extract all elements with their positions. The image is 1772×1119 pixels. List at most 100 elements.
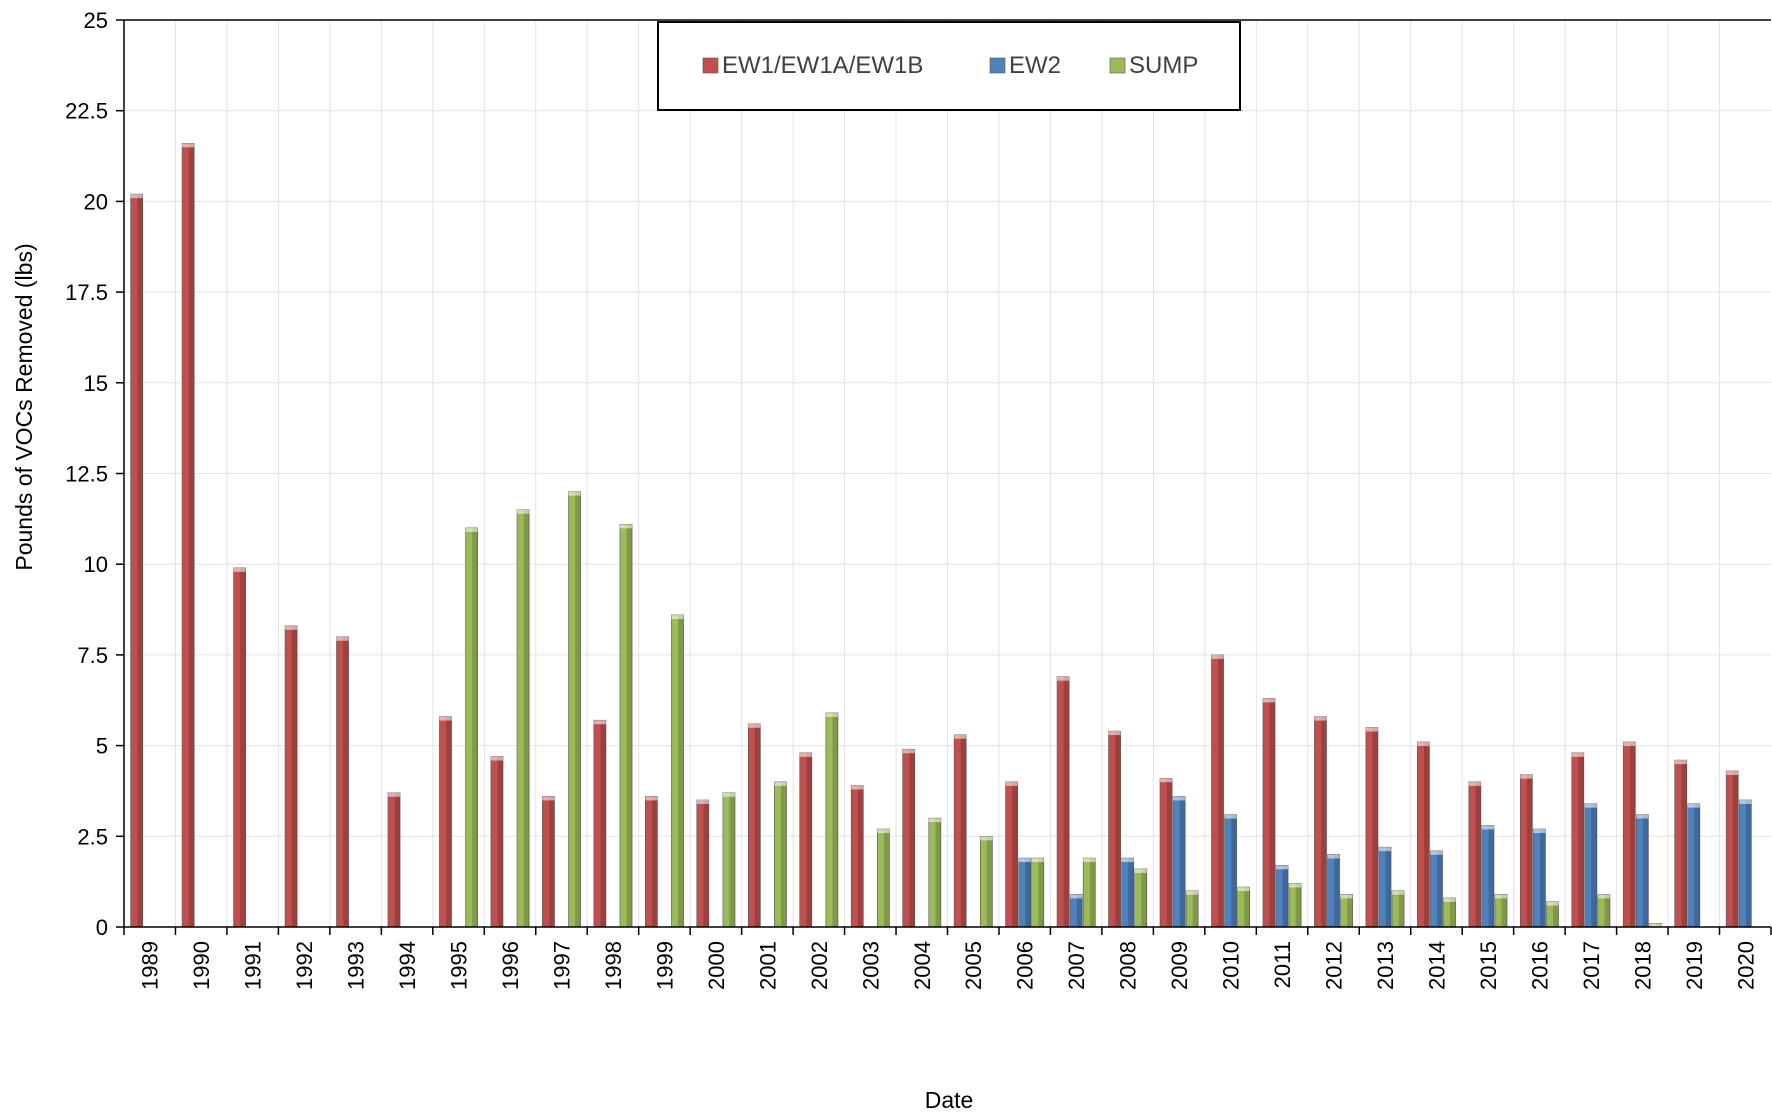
bar-ew1-ew1a-ew1b-1991 [233, 567, 246, 928]
bar-top-highlight [1468, 781, 1481, 786]
x-tick-label: 2018 [1630, 941, 1655, 990]
bar-shade [1244, 887, 1250, 927]
bar-top-highlight [1159, 778, 1173, 783]
bar-top-highlight [1597, 894, 1610, 899]
bar-shade [1553, 901, 1559, 927]
bar-shade [600, 720, 606, 927]
bar-top-highlight [1173, 796, 1186, 801]
bar-shade [523, 509, 530, 927]
legend-item-ew2: EW2 [989, 52, 1061, 79]
y-tick-label: 5 [96, 734, 108, 759]
bar-shade [1629, 741, 1636, 927]
bar-shade [1398, 890, 1405, 927]
bar-shade [1604, 894, 1610, 927]
bar-top-highlight [1211, 654, 1224, 659]
bar-top-highlight [490, 756, 504, 761]
bar-ew2-2020 [1738, 799, 1752, 928]
bar-top-highlight [619, 524, 633, 529]
bar-top-highlight [465, 527, 478, 532]
legend-box [657, 21, 1241, 111]
y-tick-label: 12.5 [65, 462, 108, 487]
x-tick-label: 1999 [652, 941, 677, 990]
x-tick-label: 2014 [1424, 941, 1449, 990]
x-tick-label: 2000 [704, 941, 729, 990]
bar-shade [626, 524, 633, 927]
bar-shade [1218, 654, 1224, 927]
bar-ew1-ew1a-ew1b-2002 [799, 752, 813, 928]
axes: 0 2.5 5 7.5 10 12.5 15 17.5 20 22.5 25 1989 1990 1991… [65, 8, 1772, 990]
bar-ew2-2008 [1121, 857, 1134, 928]
bar-shade [575, 491, 581, 927]
bar-ew2-2018 [1635, 814, 1649, 928]
bar-ew2-2012 [1327, 854, 1340, 928]
bar-top-highlight [1237, 887, 1250, 892]
bar-top-highlight [748, 723, 761, 728]
bar-top-highlight [1494, 894, 1508, 899]
x-tick-label: 2019 [1682, 941, 1707, 990]
y-axis-title: Pounds of VOCs Removed (lbs) [11, 243, 37, 570]
bar-sump-2017 [1597, 894, 1611, 928]
bar-ew2-2019 [1687, 803, 1701, 928]
bar-top-highlight [799, 752, 812, 757]
x-tick-label: 1998 [601, 941, 626, 990]
legend-item-sump: SUMP [1109, 52, 1198, 79]
bar-ew1-ew1a-ew1b-2019 [1674, 759, 1688, 928]
bar-shade [729, 792, 736, 927]
x-tick-label: 2011 [1270, 941, 1295, 988]
y-tick-label: 2.5 [77, 824, 108, 849]
bar-sump-2006 [1031, 857, 1045, 928]
bar-shade [960, 734, 967, 927]
x-tick-label: 2013 [1373, 941, 1398, 990]
x-tick-label: 1990 [189, 941, 214, 990]
bar-shade [754, 723, 761, 927]
x-tick-label: 2004 [910, 941, 935, 990]
bar-shade [1192, 890, 1199, 927]
bar-top-highlight [902, 749, 915, 754]
bar-top-highlight [1571, 752, 1584, 757]
bar-top-highlight [1186, 890, 1199, 895]
bar-sump-2004 [928, 817, 942, 928]
bar-shade [446, 716, 452, 927]
bar-ew1-ew1a-ew1b-2015 [1468, 781, 1482, 928]
bar-shade [1269, 698, 1276, 927]
bar-top-highlight [1623, 741, 1636, 746]
bar-sump-2013 [1391, 890, 1405, 928]
bar-top-highlight [1275, 865, 1289, 870]
bar-ew1-ew1a-ew1b-1995 [439, 716, 452, 928]
bar-sump-2010 [1237, 886, 1250, 928]
bar-shade [472, 527, 478, 927]
bar-sump-1997 [568, 491, 581, 928]
y-tick-label: 22.5 [65, 99, 108, 124]
bar-shade [137, 194, 143, 928]
bar-shade [1642, 814, 1649, 927]
bar-ew2-2011 [1275, 865, 1289, 928]
bar-sump-1995 [465, 527, 478, 928]
bar-sump-2002 [825, 712, 839, 928]
x-tick-label: 1989 [138, 941, 163, 990]
bar-shade [935, 818, 941, 927]
bar-shade [1282, 865, 1289, 927]
bar-sump-1996 [516, 509, 530, 928]
legend-swatch [702, 57, 719, 74]
bar-shade [986, 836, 993, 927]
x-tick-label: 2020 [1733, 941, 1758, 990]
bar-top-highlight [233, 567, 246, 572]
y-tick-label: 7.5 [77, 643, 108, 668]
y-tick-label: 17.5 [65, 280, 108, 305]
bar-ew2-2007 [1069, 894, 1083, 928]
bar-top-highlight [1340, 894, 1353, 899]
bar-sump-2008 [1134, 868, 1148, 928]
bar-top-highlight [645, 796, 658, 801]
bar-shade [1038, 858, 1044, 927]
bar-top-highlight [593, 720, 606, 725]
bar-ew1-ew1a-ew1b-2006 [1005, 781, 1018, 928]
bar-top-highlight [1121, 858, 1134, 863]
bar-ew1-ew1a-ew1b-2009 [1159, 777, 1173, 928]
bar-ew2-2013 [1378, 846, 1392, 928]
bar-top-highlight [439, 716, 452, 721]
bar-top-highlight [1262, 698, 1276, 703]
bar-shade [1076, 894, 1083, 927]
x-tick-label: 2016 [1527, 941, 1552, 990]
x-tick-label: 2010 [1219, 941, 1244, 990]
